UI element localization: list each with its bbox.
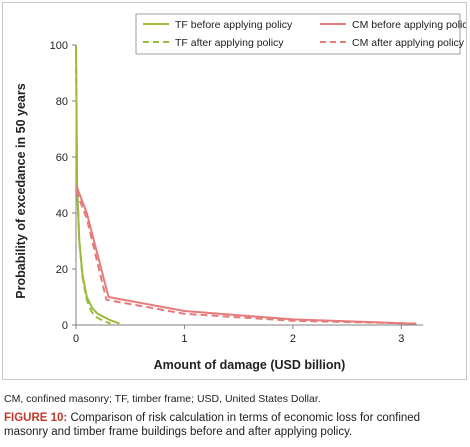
- series-line: [75, 184, 413, 325]
- series-line: [75, 44, 112, 325]
- legend-box: [135, 13, 461, 55]
- legend-entry: TF before applying policy: [175, 19, 293, 31]
- legend-entry: CM after applying policy: [352, 37, 465, 49]
- y-tick-label: 20: [56, 264, 68, 276]
- figure-footnote: CM, confined masonry; TF, timber frame; …: [4, 393, 321, 405]
- figure-caption: FIGURE 10: Comparison of risk calculatio…: [4, 411, 466, 439]
- series-line: [75, 190, 418, 325]
- x-axis-label: Amount of damage (USD billion): [154, 358, 346, 372]
- x-tick-label: 2: [290, 333, 296, 345]
- chart-frame: 0 20 40 60 80 100 0 1 2 3 Amount of damage (USD bi…: [2, 2, 467, 380]
- legend-entry: TF after applying policy: [175, 37, 284, 49]
- caption-text: Comparison of risk calculation in terms …: [4, 412, 421, 438]
- y-tick-label: 40: [56, 208, 68, 220]
- legend: TF before applying policy TF after applyi…: [135, 13, 466, 55]
- caption-label: FIGURE 10:: [4, 412, 68, 424]
- y-axis-label: Probability of excedance in 50 years: [14, 83, 28, 298]
- y-tick-label: 0: [62, 320, 68, 332]
- x-tick-label: 1: [181, 333, 187, 345]
- y-tick-label: 60: [56, 152, 68, 164]
- y-tick-label: 80: [56, 96, 68, 108]
- x-tick-label: 3: [398, 333, 404, 345]
- legend-entry: CM before applying policy: [352, 19, 466, 31]
- y-tick-label: 100: [50, 40, 68, 52]
- chart: 0 20 40 60 80 100 0 1 2 3 Amount of damage (USD bi…: [14, 13, 466, 372]
- x-tick-label: 0: [73, 333, 79, 345]
